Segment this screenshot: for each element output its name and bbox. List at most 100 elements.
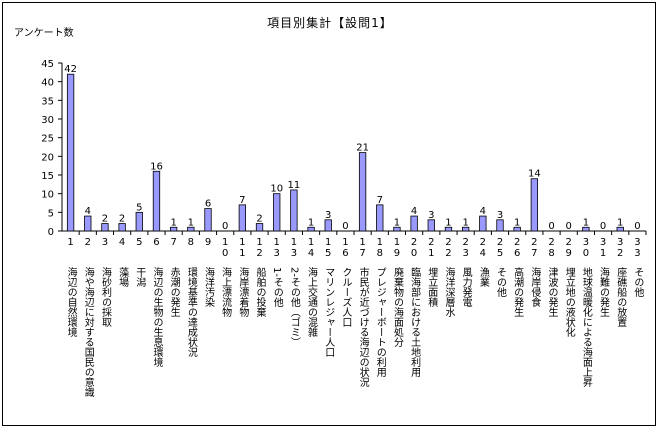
chart-title: 項目別集計【設問1】 bbox=[267, 16, 393, 30]
category-label: 海難の発生 bbox=[598, 266, 610, 317]
data-label: 2 bbox=[102, 214, 108, 225]
y-tick-label: 45 bbox=[41, 59, 54, 70]
data-label: 2 bbox=[256, 214, 262, 225]
bar bbox=[135, 211, 143, 232]
category-label: 埋立面積 bbox=[426, 267, 438, 308]
data-label: 4 bbox=[411, 206, 417, 217]
data-label: 3 bbox=[497, 210, 503, 221]
data-label: 42 bbox=[64, 64, 77, 75]
category-number: 3 bbox=[102, 237, 108, 248]
data-label: 3 bbox=[428, 210, 434, 221]
category-number: 6 bbox=[153, 237, 159, 248]
bar bbox=[530, 178, 539, 232]
bar bbox=[444, 226, 453, 232]
category-label: 海洋深層水 bbox=[443, 266, 455, 317]
category-label: 藻場 bbox=[117, 266, 129, 288]
data-label: 7 bbox=[239, 195, 245, 206]
bar bbox=[582, 226, 590, 232]
bar bbox=[376, 204, 384, 232]
category-label: 臨海部における土地利用 bbox=[409, 266, 421, 378]
data-label: 0 bbox=[548, 221, 554, 232]
data-label: 7 bbox=[377, 195, 383, 206]
data-label: 10 bbox=[270, 184, 283, 195]
data-label: 5 bbox=[136, 202, 142, 213]
category-label: プレジャーボートの利用 bbox=[374, 267, 386, 378]
data-label: 1 bbox=[170, 217, 176, 228]
y-tick-label: 0 bbox=[48, 227, 54, 238]
category-label: 海や海辺に対する国民の意識 bbox=[82, 266, 94, 398]
bar bbox=[427, 219, 435, 232]
category-label: 漁業 bbox=[477, 266, 489, 288]
y-tick-label: 35 bbox=[41, 96, 54, 107]
bar bbox=[616, 226, 624, 232]
data-label: 1 bbox=[445, 217, 451, 228]
data-label: 1 bbox=[394, 217, 400, 228]
bar bbox=[273, 193, 281, 232]
data-label: 4 bbox=[480, 206, 486, 217]
data-label: 14 bbox=[528, 169, 541, 180]
category-label: 2-その他（ゴミ） bbox=[288, 267, 300, 347]
category-label: 1-その他 bbox=[271, 267, 283, 308]
y-tick-label: 20 bbox=[41, 152, 54, 163]
y-tick-label: 15 bbox=[41, 171, 54, 182]
y-tick-label: 30 bbox=[41, 115, 54, 126]
category-label: 海上漂流物 bbox=[220, 266, 232, 318]
data-label: 0 bbox=[634, 221, 640, 232]
category-label: 海洋汚染 bbox=[203, 266, 215, 308]
bar bbox=[204, 208, 212, 232]
bar bbox=[358, 152, 367, 232]
category-label: クルーズ人口 bbox=[340, 267, 352, 327]
data-label: 3 bbox=[325, 210, 331, 221]
category-label: 地球温暖化による海面上昇 bbox=[580, 266, 592, 388]
category-label: 海岸漂着物 bbox=[237, 266, 249, 318]
category-label: 船舶の投棄 bbox=[254, 266, 266, 318]
bar bbox=[66, 73, 75, 232]
data-label: 4 bbox=[85, 206, 91, 217]
bar bbox=[324, 219, 332, 232]
data-label: 0 bbox=[222, 221, 228, 232]
data-label: 1 bbox=[188, 217, 194, 228]
data-label: 1 bbox=[617, 217, 623, 228]
category-label: 津波の発生 bbox=[546, 267, 558, 317]
bar bbox=[479, 215, 487, 232]
bar bbox=[118, 223, 126, 232]
category-number: 5 bbox=[136, 237, 142, 248]
data-label: 0 bbox=[566, 221, 572, 232]
category-label: その他 bbox=[495, 267, 507, 298]
bar bbox=[410, 215, 418, 232]
bar bbox=[169, 226, 178, 232]
y-tick-label: 5 bbox=[48, 208, 54, 219]
data-label: 16 bbox=[150, 161, 163, 172]
bar bbox=[84, 215, 92, 232]
category-label: マリンレジャー人口 bbox=[323, 267, 335, 357]
data-label: 0 bbox=[342, 221, 348, 232]
data-label: 1 bbox=[308, 217, 314, 228]
category-number: 9 bbox=[205, 237, 211, 248]
category-label: 座礁船の放置 bbox=[615, 266, 627, 327]
data-label: 1 bbox=[583, 217, 589, 228]
bar bbox=[187, 226, 195, 232]
data-label: 2 bbox=[119, 214, 125, 225]
data-label: 21 bbox=[356, 143, 369, 154]
category-label: 赤潮の発生 bbox=[168, 267, 180, 317]
bar bbox=[238, 204, 247, 232]
